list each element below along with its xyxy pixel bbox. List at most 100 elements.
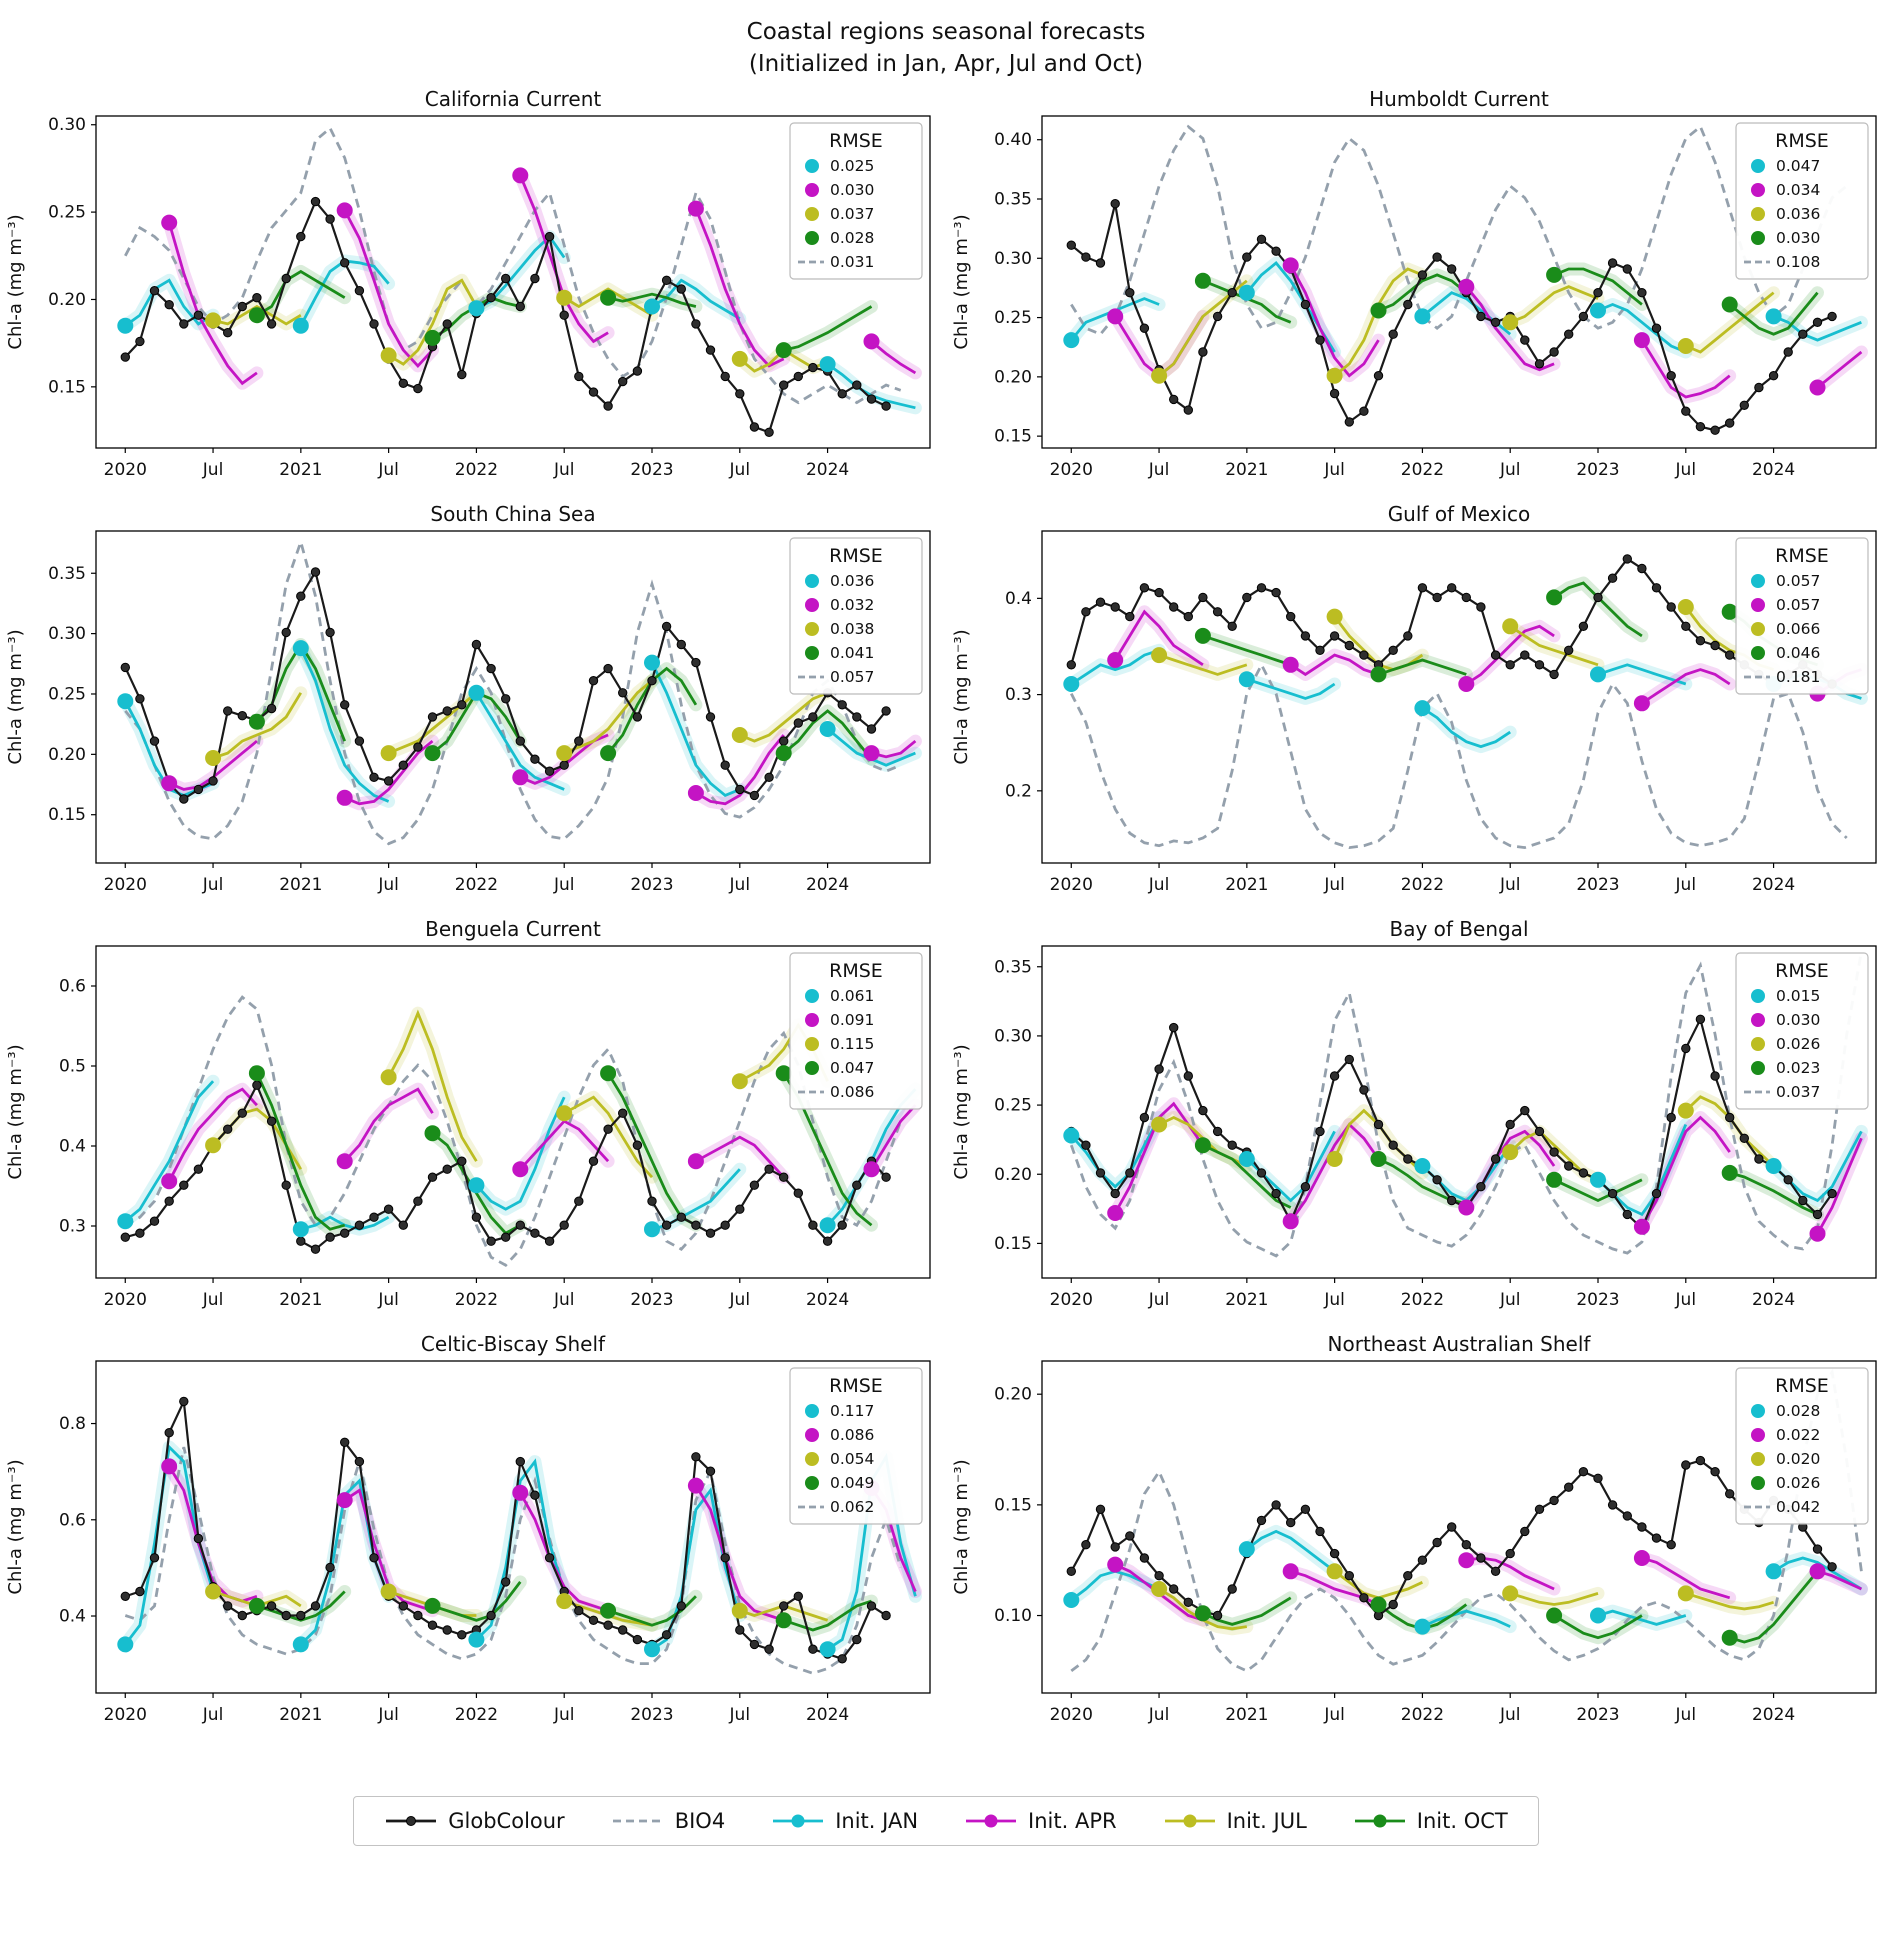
init-apr-line: [1640, 1115, 1731, 1228]
globcolour-marker: [1359, 1085, 1369, 1095]
globcolour-marker: [1212, 1611, 1223, 1621]
init-jan-start-marker: [644, 654, 660, 671]
globcolour-marker: [193, 1164, 204, 1175]
init-jan-line: [651, 1487, 742, 1651]
x-tick-label: Jul: [1675, 1705, 1697, 1725]
globcolour-marker: [515, 302, 525, 312]
globcolour-marker: [1812, 1544, 1823, 1555]
globcolour-marker: [1403, 1154, 1413, 1165]
figure-title: Coastal regions seasonal forecasts (Init…: [0, 0, 1892, 80]
globcolour-marker: [1534, 1127, 1545, 1137]
globcolour-marker: [676, 284, 686, 295]
globcolour-marker: [1125, 612, 1135, 622]
init-jul-line: [563, 287, 653, 317]
rmse-value-oct: 0.028: [830, 229, 874, 247]
x-tick-label: Jul: [1323, 1290, 1345, 1310]
globcolour-marker: [1242, 252, 1252, 263]
globcolour-marker: [383, 1204, 394, 1215]
y-tick-label: 0.25: [994, 1096, 1032, 1116]
init-apr-start-marker: [161, 214, 178, 231]
init-jul-start-marker: [380, 347, 397, 364]
globcolour-marker: [325, 214, 335, 225]
rmse-value-bio4: 0.062: [830, 1498, 874, 1516]
init-jan-start-marker: [1590, 1607, 1606, 1624]
globcolour-marker: [676, 1212, 686, 1223]
rmse-legend-box: [1735, 1367, 1869, 1525]
globcolour-marker: [149, 1216, 160, 1227]
init-jan-start-marker: [1238, 1541, 1255, 1558]
globcolour-marker: [530, 274, 540, 284]
globcolour-marker: [779, 380, 789, 391]
chart-bay-of-bengal: 2020 Jul 2021 Jul 2022 Jul 2023 Jul 2024 0.15 0.20…: [951, 918, 1877, 1310]
globcolour-marker: [120, 1232, 131, 1243]
y-tick-label: 0.15: [994, 1234, 1032, 1254]
rmse-swatch-oct: [805, 646, 819, 661]
init-jul-line: [739, 691, 829, 743]
globcolour-marker: [1271, 246, 1281, 257]
init-jan-start-marker: [1238, 1151, 1255, 1168]
rmse-legend-title: RMSE: [829, 960, 883, 982]
globcolour-marker: [720, 760, 730, 771]
globcolour-marker: [1169, 602, 1179, 613]
globcolour-marker: [1110, 602, 1120, 613]
globcolour-marker: [793, 718, 803, 729]
x-tick-label: Jul: [377, 1290, 399, 1310]
globcolour-marker: [881, 1611, 891, 1621]
globcolour-marker: [1271, 1500, 1281, 1510]
rmse-legend-title: RMSE: [1775, 130, 1829, 152]
rmse-value-apr: 0.057: [1776, 596, 1820, 614]
rmse-legend-box: [1735, 537, 1869, 695]
globcolour-marker: [1622, 554, 1632, 564]
init-oct-start-marker: [424, 1598, 441, 1615]
x-tick-label: Jul: [729, 460, 751, 480]
init-jan-start-marker: [1414, 1618, 1431, 1635]
globcolour-marker: [1139, 1113, 1150, 1123]
x-tick-label: Jul: [1323, 875, 1345, 895]
rmse-value-bio4: 0.086: [830, 1083, 874, 1101]
globcolour-marker: [354, 286, 365, 296]
globcolour-marker: [1505, 1549, 1515, 1559]
init-apr-line: [1114, 609, 1204, 667]
init-jul-start-marker: [380, 745, 397, 762]
init-jan-start-marker: [1765, 1158, 1782, 1175]
rmse-swatch-jan: [1751, 1404, 1765, 1419]
globcolour-marker: [1564, 329, 1574, 340]
globcolour-marker: [618, 1625, 628, 1636]
x-tick-label: Jul: [202, 460, 224, 480]
globcolour-marker: [354, 1220, 365, 1231]
globcolour-marker: [1432, 252, 1442, 263]
globcolour-marker: [471, 1212, 482, 1223]
globcolour-marker: [1564, 1482, 1574, 1493]
plot-area-celtic-biscay-shelf: [117, 1397, 922, 1676]
globcolour-marker: [1549, 347, 1559, 358]
globcolour-marker: [164, 300, 174, 310]
x-tick-label: 2023: [1576, 875, 1619, 895]
init-apr-uncertainty-band: [338, 1083, 439, 1169]
globcolour-marker: [866, 394, 877, 405]
y-tick-label: 0.20: [994, 368, 1032, 388]
init-apr-start-marker: [1809, 1563, 1826, 1580]
init-apr-start-marker: [1809, 379, 1826, 396]
init-jan-start-marker: [1063, 332, 1080, 349]
globcolour-marker: [793, 1188, 803, 1199]
legend-label-oct: Init. OCT: [1416, 1809, 1508, 1834]
globcolour-marker: [1476, 1553, 1486, 1564]
init-apr-start-marker: [1282, 257, 1299, 274]
globcolour-marker: [837, 1220, 847, 1231]
globcolour-marker: [1827, 312, 1837, 322]
x-tick-label: Jul: [553, 1705, 575, 1725]
init-jan-start-marker: [117, 1636, 134, 1653]
globcolour-marker: [1359, 1593, 1369, 1603]
globcolour-marker: [135, 337, 145, 347]
globcolour-marker: [647, 676, 657, 686]
globcolour-marker: [808, 1220, 818, 1231]
x-tick-label: 2020: [1050, 460, 1093, 480]
globcolour-marker: [1578, 1168, 1589, 1178]
panel-humboldt-current: 2020 Jul 2021 Jul 2022 Jul 2023 Jul 2024 0.15 0.20…: [946, 88, 1892, 503]
rmse-swatch-jan: [805, 1404, 819, 1419]
init-apr-uncertainty-band: [689, 202, 791, 373]
globcolour-marker: [1256, 583, 1267, 593]
globcolour-marker: [1651, 1533, 1662, 1544]
init-jul-line: [1509, 625, 1599, 667]
globcolour-marker: [837, 700, 847, 710]
